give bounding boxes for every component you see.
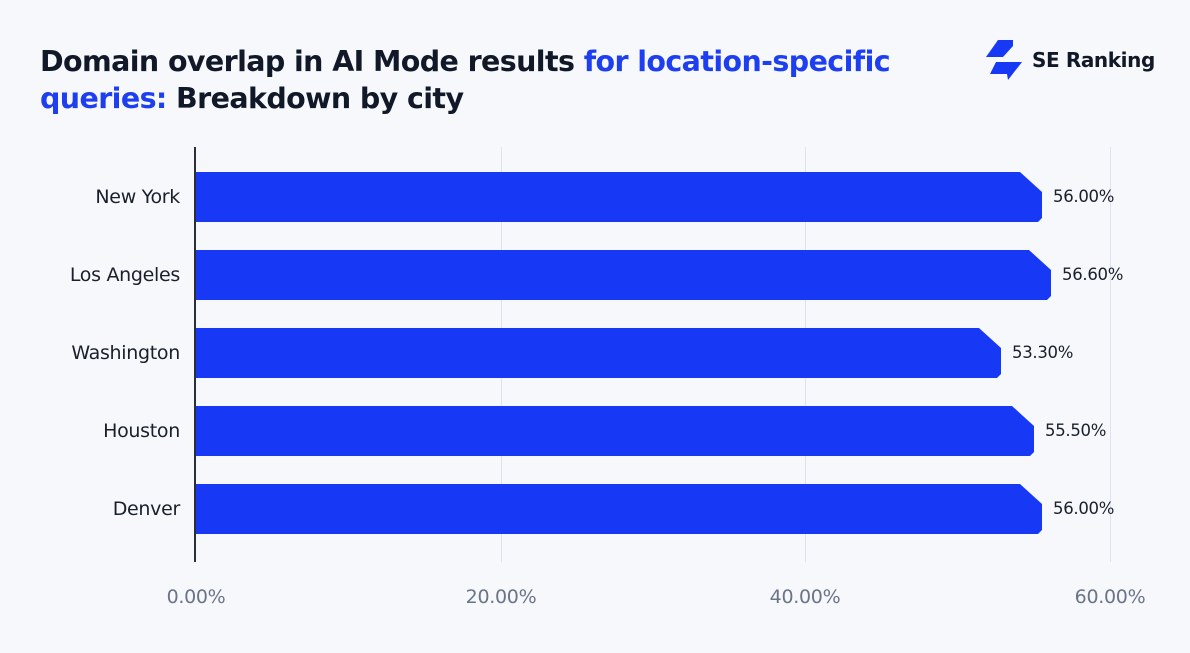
- title-part-1: Domain overlap in AI Mode results: [40, 45, 584, 78]
- se-ranking-logo-icon: [986, 40, 1022, 80]
- category-label: Washington: [71, 342, 180, 364]
- title-part-2: Breakdown by city: [166, 82, 464, 115]
- category-label: Denver: [112, 498, 181, 520]
- gridline: [1110, 147, 1111, 562]
- bar: [196, 250, 1051, 300]
- value-label: 53.30%: [1012, 343, 1074, 362]
- bar: [196, 328, 1001, 378]
- value-label: 56.00%: [1053, 187, 1115, 206]
- bar: [196, 172, 1042, 222]
- category-label: Los Angeles: [69, 264, 180, 286]
- brand-name: SE Ranking: [1032, 48, 1155, 72]
- value-label: 56.00%: [1053, 499, 1115, 518]
- x-tick-label: 40.00%: [769, 586, 841, 608]
- value-label: 56.60%: [1062, 265, 1124, 284]
- brand-logo: SE Ranking: [986, 40, 1155, 80]
- x-tick-label: 60.00%: [1074, 586, 1146, 608]
- value-label: 55.50%: [1045, 421, 1107, 440]
- bar: [196, 484, 1042, 534]
- y-axis-line: [194, 147, 196, 562]
- x-tick-label: 20.00%: [465, 586, 537, 608]
- title-accent: for location-specific queries:: [40, 45, 891, 115]
- bar: [196, 406, 1034, 456]
- category-label: New York: [95, 186, 180, 208]
- chart-title: Domain overlap in AI Mode results for lo…: [40, 43, 900, 117]
- x-tick-label: 0.00%: [166, 586, 226, 608]
- category-label: Houston: [103, 420, 180, 442]
